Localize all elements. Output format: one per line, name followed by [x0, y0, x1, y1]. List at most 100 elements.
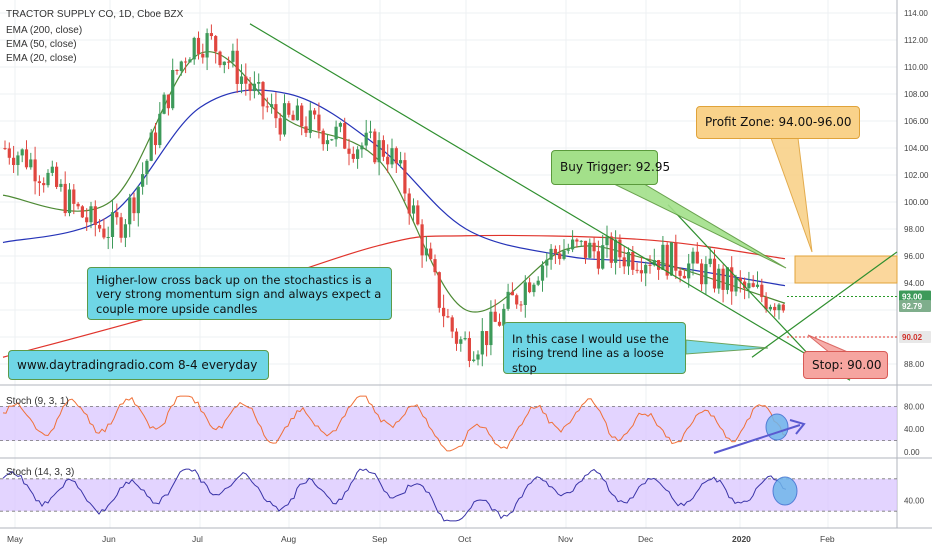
candle-up	[626, 252, 631, 267]
candle-up	[399, 160, 403, 164]
candle-up	[532, 284, 536, 293]
candle-down	[695, 251, 699, 264]
candle-down	[261, 82, 265, 107]
candle-down	[3, 148, 7, 150]
candle-down	[184, 61, 188, 63]
profit-zone-box	[794, 255, 898, 284]
candle-up	[171, 70, 175, 109]
candle-up	[188, 59, 192, 63]
candle-down	[321, 130, 325, 145]
candle-up	[205, 33, 209, 58]
time-axis-label: 2020	[732, 534, 751, 544]
candle-up	[476, 354, 480, 360]
candle-down	[85, 217, 89, 223]
last-price-tag: 92.79	[902, 302, 923, 311]
candle-up	[545, 259, 549, 266]
candle-up	[725, 267, 729, 290]
candle-down	[287, 103, 291, 115]
candle-down	[519, 304, 523, 306]
candle-up	[282, 103, 287, 135]
candle-down	[648, 264, 652, 266]
candle-down	[407, 193, 411, 214]
candle-down	[300, 105, 304, 127]
candle-down	[244, 76, 248, 84]
candle-up	[704, 264, 708, 285]
candle-down	[274, 104, 278, 119]
price-tick-label: 100.00	[904, 198, 929, 207]
axis-labels: 114.00 112.00 110.00 108.00 106.00 104.00 102.…	[7, 9, 931, 544]
candle-down	[618, 239, 622, 258]
trendlines	[249, 23, 898, 381]
candle-up	[489, 311, 493, 346]
candle-down	[592, 242, 596, 252]
candle-down	[386, 156, 390, 165]
candle-up	[334, 126, 338, 140]
candle-down	[485, 331, 489, 346]
candle-up	[588, 242, 592, 258]
candle-up	[162, 94, 166, 114]
candle-down	[429, 248, 433, 260]
candle-down	[381, 140, 385, 157]
candle-up	[368, 131, 373, 133]
profit-zone-annotation: Profit Zone: 94.00-96.00	[696, 106, 860, 139]
momentum-arrow-head	[789, 419, 806, 435]
stoch-pane-2: 40.00	[0, 468, 925, 522]
price-tick-label: 96.00	[904, 252, 925, 261]
candle-down	[665, 244, 669, 276]
candle-down	[553, 248, 557, 254]
candle-up	[29, 159, 33, 168]
candle-up	[669, 242, 674, 276]
candle-up	[110, 212, 115, 237]
candle-down	[450, 317, 454, 332]
candle-down	[773, 306, 777, 311]
candle-up	[20, 149, 24, 156]
candle-down	[218, 51, 222, 66]
candle-down	[700, 263, 704, 285]
candle-up	[67, 189, 72, 214]
candle-up	[252, 83, 256, 92]
stoch-band	[0, 478, 897, 512]
candle-up	[149, 132, 153, 161]
candle-down	[33, 159, 37, 182]
candle-up	[141, 174, 145, 187]
candle-down	[304, 126, 308, 133]
candle-down	[102, 228, 106, 238]
candle-up	[747, 283, 751, 289]
candle-down	[278, 118, 282, 135]
candle-down	[635, 269, 639, 271]
candle-down	[351, 153, 355, 159]
candle-up	[179, 61, 183, 71]
candle-up	[123, 224, 127, 238]
stoch-pane-1: 80.00 40.00 0.00	[0, 395, 925, 457]
candle-up	[239, 76, 244, 84]
candle-down	[132, 197, 136, 214]
candle-up	[459, 339, 463, 344]
stoch-tick-label: 80.00	[904, 402, 925, 411]
buy-price-tag-bg	[899, 290, 931, 303]
candle-down	[119, 217, 123, 238]
candle-up	[411, 205, 416, 214]
candle-up	[356, 149, 360, 159]
candle-down	[115, 212, 119, 218]
legend-ema50: EMA (50, close)	[6, 39, 77, 50]
candles	[3, 24, 785, 368]
candle-down	[528, 282, 532, 293]
candle-up	[128, 197, 132, 225]
candle-up	[644, 264, 648, 274]
candle-up	[549, 248, 553, 260]
stoch-tick-label: 40.00	[904, 425, 925, 434]
time-axis-label: Dec	[638, 534, 654, 544]
price-tick-label: 110.00	[904, 63, 928, 72]
candle-down	[596, 251, 600, 269]
candle-up	[89, 206, 93, 223]
candle-down	[93, 206, 97, 225]
candle-down	[712, 258, 717, 289]
candle-down	[433, 259, 437, 273]
candle-up	[768, 306, 772, 310]
candle-down	[80, 206, 84, 218]
candle-up	[59, 183, 63, 187]
candle-down	[674, 242, 678, 271]
candle-down	[317, 114, 321, 131]
last-price-tag-bg	[899, 299, 931, 312]
